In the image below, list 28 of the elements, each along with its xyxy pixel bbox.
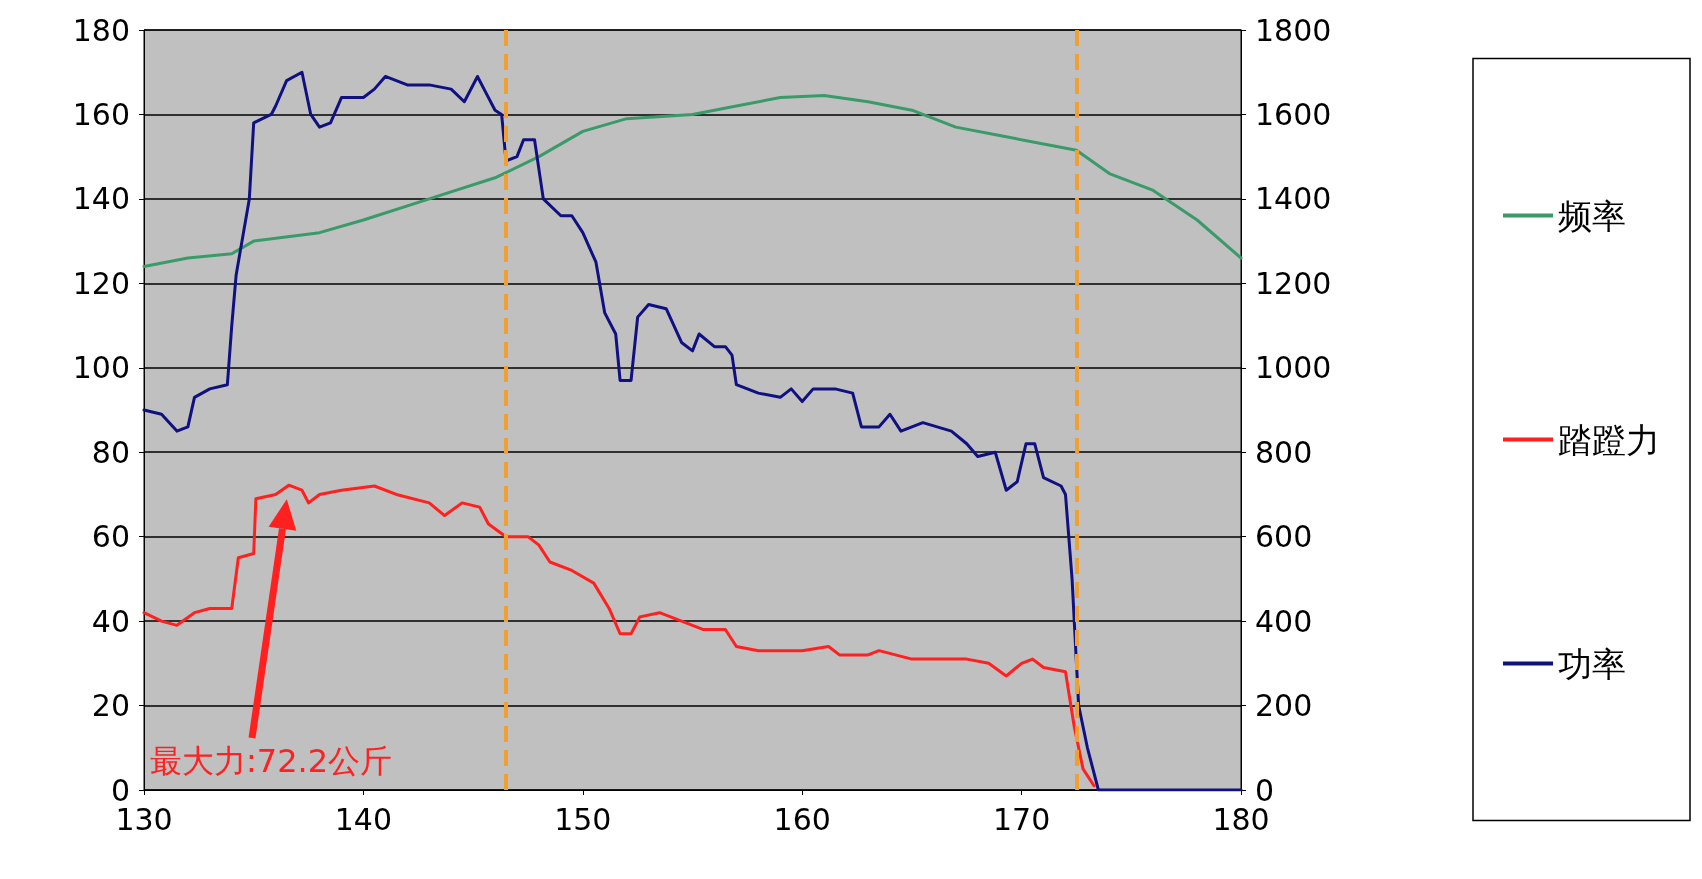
legend-label: 踏蹬力 <box>1558 419 1660 460</box>
annotation: 最大力:72.2公斤 <box>150 741 393 782</box>
y-tick-label: 40 <box>91 603 130 639</box>
line-series <box>142 93 1243 268</box>
y-tick-label: 140 <box>72 181 130 217</box>
line-series <box>142 483 1096 788</box>
y-tick-label: 180 <box>72 12 130 48</box>
legend-label: 频率 <box>1558 195 1626 236</box>
y2-tick-label: 600 <box>1255 519 1313 555</box>
y2-tick-label: 400 <box>1255 603 1313 639</box>
x-tick-label: 160 <box>773 801 831 837</box>
legend-label: 功率 <box>1558 643 1626 684</box>
x-tick-label: 150 <box>554 801 612 837</box>
x-tick-label: 170 <box>992 801 1051 837</box>
x-tick-label: 140 <box>334 801 393 837</box>
y2-tick-label: 200 <box>1255 688 1313 724</box>
y-tick-label: 20 <box>91 688 130 724</box>
y2-tick-label: 800 <box>1255 434 1313 470</box>
y2-tick-label: 1200 <box>1255 265 1332 301</box>
y2-tick-label: 1600 <box>1255 96 1332 132</box>
y-tick-label: 100 <box>72 350 130 386</box>
y-tick-label: 60 <box>91 519 130 555</box>
y2-tick-label: 1800 <box>1255 12 1332 48</box>
y-tick-label: 80 <box>91 434 130 470</box>
y2-tick-label: 1000 <box>1255 350 1332 386</box>
y-tick-label: 160 <box>72 96 130 132</box>
y-tick-label: 120 <box>72 265 130 301</box>
y2-tick-label: 1400 <box>1255 181 1332 217</box>
